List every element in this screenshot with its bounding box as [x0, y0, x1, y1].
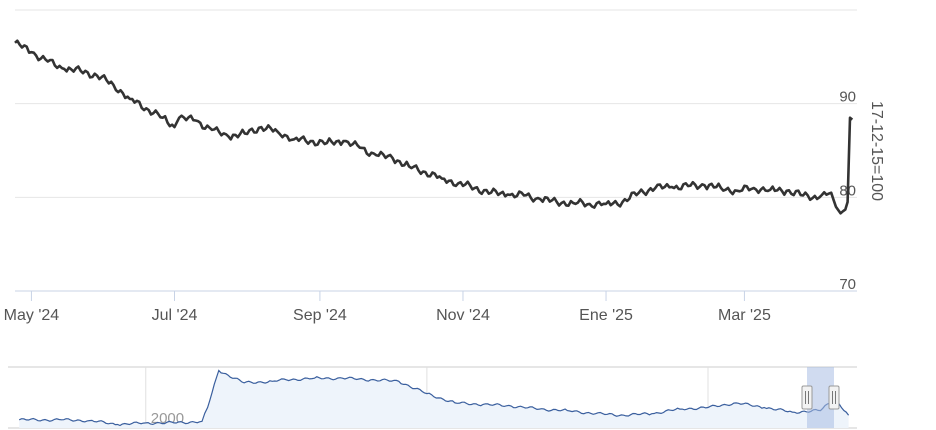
y-tick-label: 90	[839, 89, 856, 106]
y-axis-title: 17-12-15=100	[868, 101, 885, 201]
main-plot-grid	[15, 9, 857, 292]
navigator-series-line	[18, 369, 850, 427]
navigator-right-handle[interactable]	[828, 385, 840, 410]
navigator-area	[19, 370, 849, 428]
navigator-left-handle[interactable]	[801, 385, 813, 410]
main-x-axis: May '24 Jul '24 Sep '24 Nov '24 Ene '25 Mar '…	[4, 291, 771, 324]
x-tick-label: Mar '25	[718, 307, 771, 324]
x-tick-label: Ene '25	[579, 307, 633, 324]
y-tick-label: 70	[839, 276, 856, 293]
main-series-line	[14, 39, 854, 215]
x-tick-label: Sep '24	[293, 307, 347, 324]
navigator[interactable]: 200020102020	[8, 366, 857, 429]
x-tick-label: Nov '24	[436, 307, 490, 324]
x-tick-label: May '24	[4, 307, 60, 324]
x-tick-label: Jul '24	[152, 307, 198, 324]
